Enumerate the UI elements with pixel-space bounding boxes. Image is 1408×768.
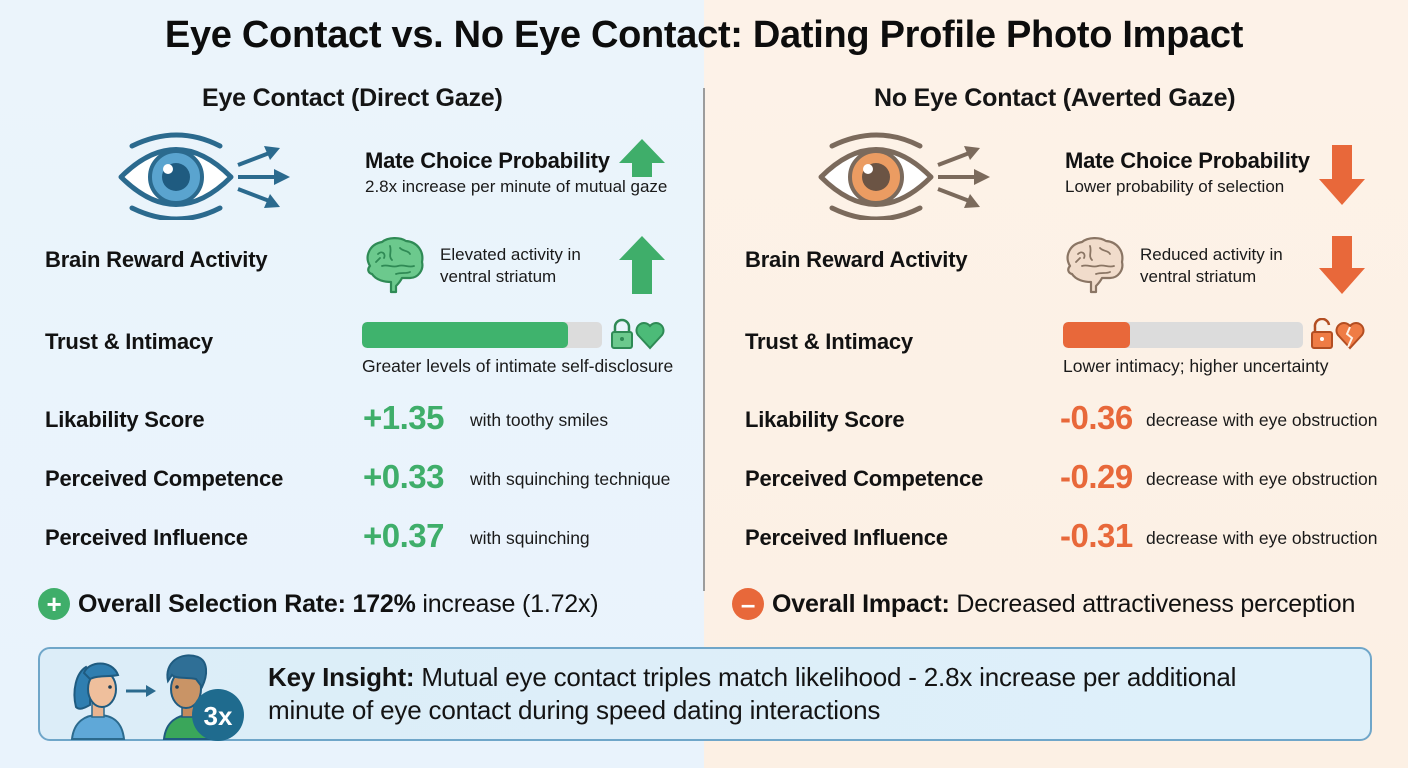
metric-label: Likability Score — [45, 407, 205, 432]
brain-reward-label: Brain Reward Activity — [45, 247, 268, 272]
metric-label: Perceived Influence — [45, 525, 248, 550]
mate-choice-label: Mate Choice Probability — [1065, 148, 1310, 173]
key-insight-box: 3x Key Insight: Mutual eye contact tripl… — [38, 647, 1372, 741]
overall-impact: – Overall Impact: Decreased attractivene… — [732, 588, 1355, 620]
trust-caption: Lower intimacy; higher uncertainty — [1063, 356, 1329, 376]
trust-caption: Greater levels of intimate self-disclosu… — [362, 356, 674, 376]
arrow-up-icon — [619, 236, 665, 294]
metric-note: with squinching — [470, 528, 590, 548]
arrow-down-icon — [1319, 145, 1365, 205]
mutual-gaze-people-icon: 3x — [70, 654, 244, 741]
brain-reward-description: Reduced activity in ventral striatum — [1140, 245, 1283, 286]
minus-circle-icon: – — [732, 588, 764, 620]
mate-choice-negative: Mate Choice Probability Lower probabilit… — [1065, 148, 1310, 197]
trust-progress-fill — [1063, 322, 1131, 348]
mate-choice-detail: Lower probability of selection — [1065, 177, 1285, 196]
heart-icon — [635, 322, 665, 350]
metric-note: with squinching technique — [470, 469, 671, 489]
brain-reward-label: Brain Reward Activity — [745, 247, 968, 272]
metric-label: Perceived Competence — [45, 466, 284, 491]
metric-label: Perceived Competence — [745, 466, 984, 491]
trust-progress-bar — [362, 322, 602, 348]
lock-closed-icon — [611, 318, 665, 350]
multiplier-badge: 3x — [204, 701, 233, 731]
metric-value: -0.31 — [1060, 517, 1133, 554]
trust-intimacy-label: Trust & Intimacy — [745, 329, 913, 354]
right-panel-background — [704, 0, 1408, 768]
plus-circle-icon: + — [38, 588, 70, 620]
lock-open-icon — [1311, 318, 1365, 350]
key-insight-text: Key Insight: Mutual eye contact triples … — [268, 662, 1237, 725]
overall-selection-rate: + Overall Selection Rate: 172% increase … — [38, 588, 599, 620]
metric-value: +0.33 — [363, 458, 445, 495]
trust-progress-fill — [362, 322, 569, 348]
eye-direct-gaze-icon — [118, 132, 290, 220]
metric-value: +1.35 — [363, 399, 445, 436]
metric-note: decrease with eye obstruction — [1146, 410, 1378, 430]
mate-choice-label: Mate Choice Probability — [365, 148, 610, 173]
brain-reward-description: Elevated activity in ventral striatum — [440, 245, 581, 286]
mate-choice-detail: 2.8x increase per minute of mutual gaze — [365, 177, 668, 196]
left-panel-background — [0, 0, 704, 768]
column-divider — [703, 88, 705, 591]
metric-label: Perceived Influence — [745, 525, 948, 550]
metric-value: +0.37 — [363, 517, 445, 554]
page-title: Eye Contact vs. No Eye Contact: Dating P… — [164, 14, 1244, 56]
trust-progress-bar — [1063, 322, 1303, 348]
metric-note: with toothy smiles — [470, 410, 609, 430]
arrow-down-icon — [1319, 236, 1365, 294]
metric-value: -0.36 — [1060, 399, 1133, 436]
metric-note: decrease with eye obstruction — [1146, 528, 1378, 548]
arrow-up-icon — [619, 139, 665, 177]
eye-averted-gaze-icon — [818, 132, 990, 220]
trust-intimacy-label: Trust & Intimacy — [45, 329, 213, 354]
metric-label: Likability Score — [745, 407, 905, 432]
metric-note: decrease with eye obstruction — [1146, 469, 1378, 489]
column-heading-eye-contact: Eye Contact (Direct Gaze) — [202, 84, 503, 112]
mate-choice-positive: Mate Choice Probability 2.8x increase pe… — [365, 148, 667, 197]
column-heading-no-eye-contact: No Eye Contact (Averted Gaze) — [874, 84, 1236, 112]
metric-value: -0.29 — [1060, 458, 1133, 495]
brain-icon — [366, 237, 424, 294]
brain-icon — [1066, 237, 1124, 294]
